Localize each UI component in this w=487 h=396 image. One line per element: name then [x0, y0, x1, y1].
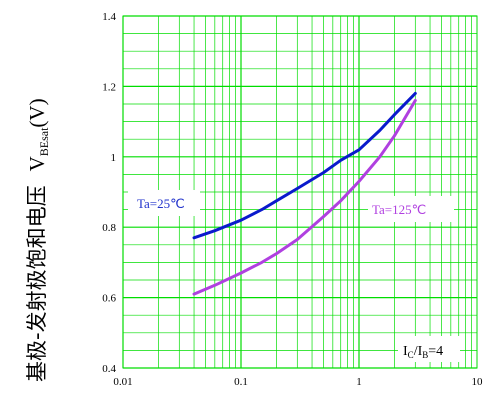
y-tick-label: 1	[111, 152, 117, 164]
series-label-25c: Ta=25℃	[137, 196, 185, 211]
x-tick-labels: 0.01 0.1 1 10	[113, 376, 483, 388]
y-tick-label: 0.6	[102, 293, 116, 305]
y-tick-labels: 0.4 0.6 0.8 1 1.2 1.4	[102, 11, 116, 375]
x-tick-label: 0.01	[113, 376, 132, 388]
plot-frame	[122, 15, 478, 369]
condition-box	[398, 336, 460, 362]
x-tick-label: 10	[472, 376, 484, 388]
y-tick-label: 0.8	[102, 222, 116, 234]
y-tick-label: 0.4	[102, 363, 116, 375]
series-layer	[192, 91, 417, 296]
x-tick-label: 1	[356, 376, 362, 388]
y-tick-label: 1.4	[102, 11, 116, 23]
series-line-0	[192, 91, 417, 240]
minor-grid	[123, 16, 477, 368]
y-axis-label: 基极-发射极饱和电压VBEsat(V)	[25, 98, 51, 382]
series-label-25c-box	[128, 190, 200, 216]
series-label-125c-box	[368, 196, 454, 222]
series-label-125c: Ta=125℃	[372, 202, 426, 217]
y-tick-label: 1.2	[102, 81, 116, 93]
series-line-1	[192, 99, 417, 296]
condition-label: IC/IB=4	[403, 344, 443, 360]
svg-text:基极-发射极饱和电压VBEsat(V): 基极-发射极饱和电压VBEsat(V)	[25, 98, 51, 382]
x-tick-label: 0.1	[234, 376, 248, 388]
